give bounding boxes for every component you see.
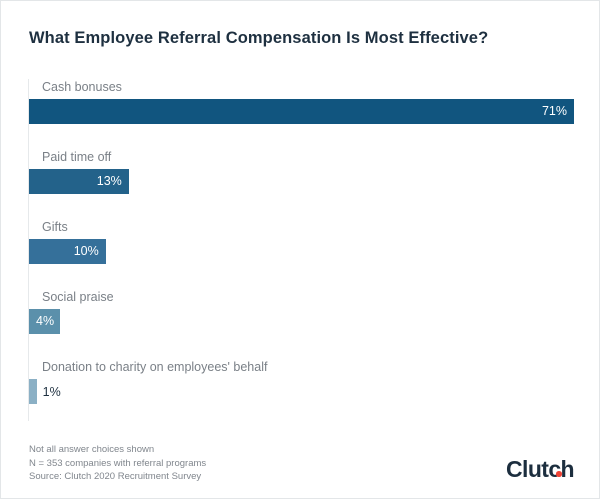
bar[interactable]: 10% — [29, 239, 106, 264]
clutch-wordmark-text: Clutch — [506, 456, 575, 482]
bar-row: Cash bonuses 71% — [28, 79, 574, 149]
bar-track: 13% — [29, 169, 574, 194]
bar[interactable]: 71% — [29, 99, 574, 124]
bar-value-label: 71% — [541, 104, 567, 119]
bar-track: 71% — [29, 99, 574, 124]
bar-category-label: Paid time off — [42, 150, 112, 164]
bar-track: 4% — [29, 309, 574, 334]
bar-value-label: 10% — [73, 244, 99, 259]
clutch-logo-dot-icon — [556, 471, 562, 477]
bar-value-label: 1% — [42, 384, 61, 399]
bar-category-label: Donation to charity on employees' behalf — [42, 360, 268, 374]
bar-category-label: Cash bonuses — [42, 80, 122, 94]
bar[interactable] — [29, 379, 37, 404]
bar-row: Social praise 4% — [28, 289, 574, 359]
bar-track: 1% — [29, 379, 574, 404]
bar-value-label: 13% — [96, 174, 122, 189]
bar[interactable]: 4% — [29, 309, 60, 334]
footnote-line-1: Not all answer choices shown — [29, 444, 155, 455]
bar-row: Gifts 10% — [28, 219, 574, 289]
bar-category-label: Gifts — [42, 220, 68, 234]
value-axis-line — [28, 79, 29, 421]
bar-row: Paid time off 13% — [28, 149, 574, 219]
clutch-wordmark: Clutch — [506, 456, 575, 482]
footnotes: Not all answer choices shown N = 353 com… — [29, 443, 409, 484]
bar-track: 10% — [29, 239, 574, 264]
bar-chart-plot-area: Cash bonuses 71% Paid time off 13% Gifts 10% S… — [28, 79, 574, 421]
bar-category-label: Social praise — [42, 290, 114, 304]
footnote-line-3: Source: Clutch 2020 Recruitment Survey — [29, 471, 202, 482]
clutch-logo: Clutch — [506, 456, 575, 482]
bar-value-label: 4% — [36, 314, 55, 329]
chart-title: What Employee Referral Compensation Is M… — [29, 29, 489, 47]
bar-row: Donation to charity on employees' behalf… — [28, 359, 574, 429]
footnote-line-2: N = 353 companies with referral programs — [29, 457, 207, 469]
bar[interactable]: 13% — [29, 169, 129, 194]
